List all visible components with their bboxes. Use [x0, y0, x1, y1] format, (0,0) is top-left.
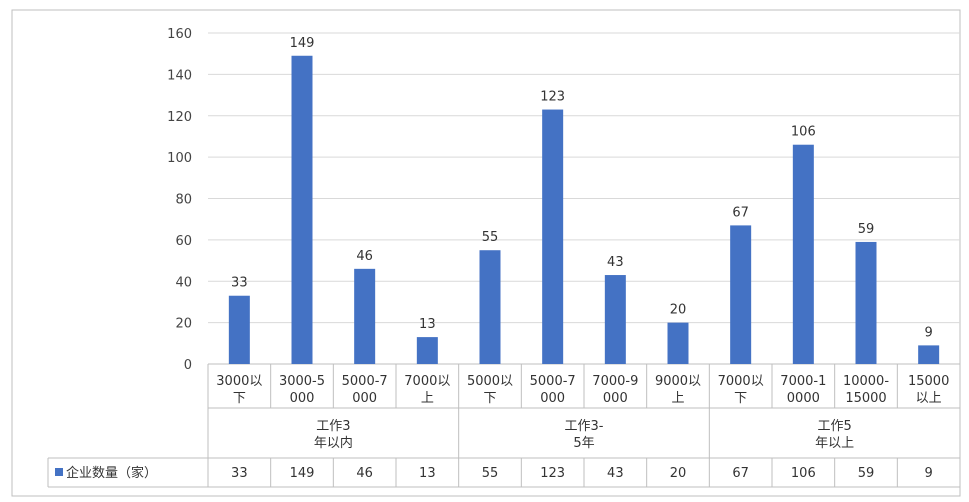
x-tick-label: 3000-5	[279, 374, 325, 389]
bar	[918, 345, 940, 364]
legend-label: 企业数量（家）	[66, 465, 157, 481]
bar	[479, 250, 501, 364]
bar	[855, 241, 877, 364]
group-label: 年以内	[314, 435, 353, 451]
table-value: 9	[925, 466, 933, 481]
x-tick-label: 上	[671, 391, 684, 406]
table-value: 55	[482, 466, 499, 481]
table-value: 59	[858, 466, 875, 481]
x-tick-label: 15000	[845, 391, 886, 406]
data-label: 20	[670, 303, 687, 318]
table-value: 20	[670, 466, 687, 481]
y-tick-label: 140	[167, 68, 192, 83]
y-tick-label: 40	[175, 275, 192, 290]
x-tick-label: 000	[540, 391, 565, 406]
data-label: 9	[925, 325, 933, 340]
data-label: 67	[732, 205, 749, 220]
y-tick-label: 120	[167, 110, 192, 125]
bar	[792, 144, 814, 364]
table-value: 67	[732, 466, 749, 481]
data-label: 46	[356, 249, 373, 264]
bar	[604, 275, 626, 364]
y-tick-label: 100	[167, 151, 192, 166]
x-tick-label: 10000-	[843, 374, 889, 389]
x-tick-label: 7000以	[718, 374, 764, 389]
x-tick-label: 以上	[916, 391, 942, 406]
x-tick-label: 5000-7	[530, 374, 576, 389]
group-label: 工作5	[818, 419, 852, 434]
data-label: 13	[419, 317, 436, 332]
data-label: 106	[791, 125, 816, 140]
x-tick-label: 7000-1	[780, 374, 826, 389]
x-tick-label: 0000	[787, 391, 820, 406]
y-tick-label: 160	[167, 27, 192, 42]
legend-swatch	[55, 468, 63, 476]
x-tick-label: 000	[352, 391, 377, 406]
x-tick-label: 7000以	[404, 374, 450, 389]
table-value: 123	[540, 466, 565, 481]
y-tick-label: 20	[175, 317, 192, 332]
table-value: 43	[607, 466, 624, 481]
table-value: 149	[290, 466, 315, 481]
x-tick-label: 000	[290, 391, 315, 406]
x-tick-label: 下	[233, 391, 246, 406]
table-value: 33	[231, 466, 248, 481]
chart-frame	[11, 9, 961, 497]
data-label: 59	[858, 222, 875, 237]
x-tick-label: 下	[483, 391, 496, 406]
bar	[354, 268, 376, 364]
x-tick-label: 9000以	[655, 374, 701, 389]
x-tick-label: 7000-9	[592, 374, 638, 389]
group-label: 5年	[573, 436, 594, 451]
y-tick-label: 80	[175, 193, 192, 208]
table-value: 13	[419, 466, 436, 481]
bar	[291, 55, 313, 364]
x-tick-label: 下	[734, 391, 747, 406]
bar	[542, 109, 564, 364]
x-tick-label: 15000	[908, 374, 949, 389]
y-tick-label: 60	[175, 234, 192, 249]
group-label: 工作3-	[565, 419, 604, 434]
x-tick-label: 5000-7	[342, 374, 388, 389]
data-label: 123	[540, 90, 565, 105]
bar	[228, 295, 250, 364]
bar	[730, 225, 752, 364]
group-label: 工作3	[316, 419, 350, 434]
data-label: 149	[290, 36, 315, 51]
y-tick-label: 0	[184, 358, 192, 373]
x-tick-label: 000	[603, 391, 628, 406]
data-label: 33	[231, 276, 248, 291]
table-value: 106	[791, 466, 816, 481]
group-label: 年以上	[815, 436, 854, 451]
x-tick-label: 上	[421, 391, 434, 406]
bar	[416, 337, 438, 364]
table-value: 46	[356, 466, 373, 481]
data-label: 55	[482, 230, 499, 245]
x-tick-label: 3000以	[216, 374, 262, 389]
x-tick-label: 5000以	[467, 374, 513, 389]
data-label: 43	[607, 255, 624, 270]
bar	[667, 322, 689, 364]
